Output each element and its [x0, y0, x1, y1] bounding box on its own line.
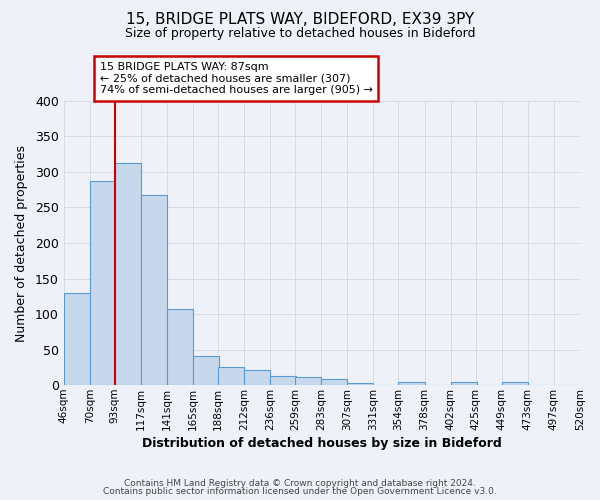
Bar: [167, 309, 193, 385]
Bar: [115, 162, 141, 385]
Text: Contains HM Land Registry data © Crown copyright and database right 2024.: Contains HM Land Registry data © Crown c…: [124, 478, 476, 488]
Bar: [90, 181, 116, 385]
Text: 15, BRIDGE PLATS WAY, BIDEFORD, EX39 3PY: 15, BRIDGE PLATS WAY, BIDEFORD, EX39 3PY: [126, 12, 474, 28]
Y-axis label: Number of detached properties: Number of detached properties: [15, 144, 28, 342]
Bar: [398, 382, 425, 385]
Bar: [270, 376, 296, 385]
Bar: [141, 194, 167, 385]
X-axis label: Distribution of detached houses by size in Bideford: Distribution of detached houses by size …: [142, 437, 502, 450]
Text: Contains public sector information licensed under the Open Government Licence v3: Contains public sector information licen…: [103, 487, 497, 496]
Bar: [502, 382, 528, 385]
Text: 15 BRIDGE PLATS WAY: 87sqm
← 25% of detached houses are smaller (307)
74% of sem: 15 BRIDGE PLATS WAY: 87sqm ← 25% of deta…: [100, 62, 373, 95]
Bar: [321, 379, 347, 385]
Bar: [295, 378, 321, 385]
Bar: [193, 356, 219, 385]
Bar: [244, 370, 270, 385]
Bar: [347, 383, 373, 385]
Bar: [218, 368, 244, 385]
Bar: [451, 382, 477, 385]
Bar: [64, 293, 90, 385]
Text: Size of property relative to detached houses in Bideford: Size of property relative to detached ho…: [125, 28, 475, 40]
